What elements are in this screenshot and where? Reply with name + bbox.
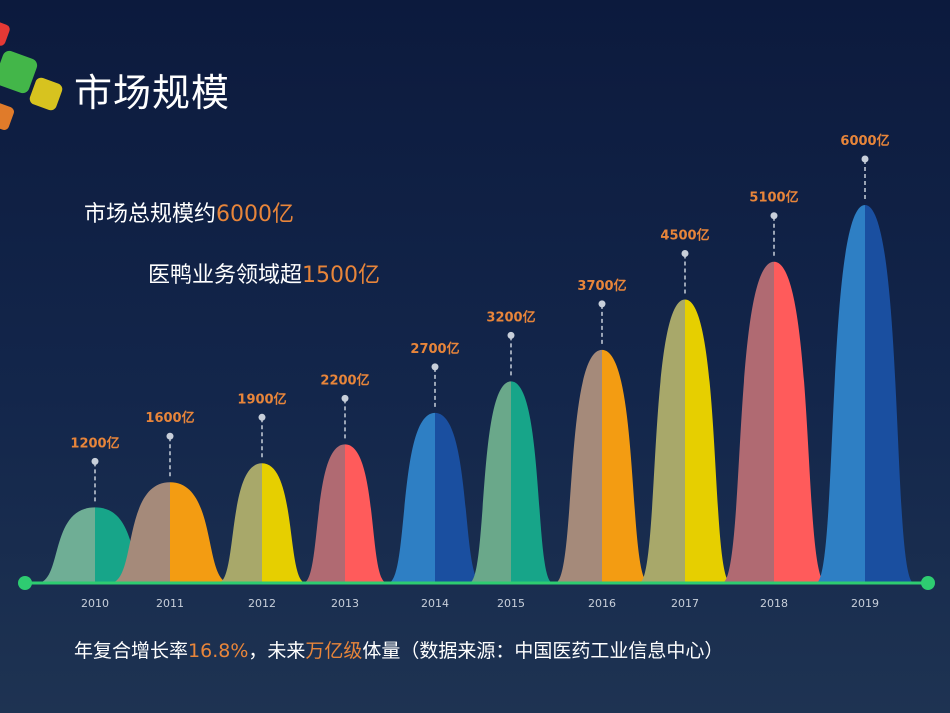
leader-pin: [770, 212, 778, 220]
value-label: 3700亿: [577, 278, 626, 294]
summary-total: 市场总规模约6000亿: [84, 196, 294, 228]
leader-pin: [91, 457, 99, 465]
year-label: 2017: [671, 597, 699, 610]
summary-segment-value: 1500亿: [302, 263, 381, 288]
leader-pin: [861, 155, 869, 163]
bell-left-half: [303, 444, 345, 583]
year-label: 2019: [851, 597, 879, 610]
footnote-part1: 年复合增长率: [74, 640, 189, 662]
year-label: 2016: [588, 597, 616, 610]
bell-2014: [388, 412, 482, 583]
value-label: 1900亿: [237, 391, 286, 407]
bell-2010: [37, 507, 153, 583]
year-label: 2011: [156, 597, 184, 610]
bell-left-half: [469, 381, 511, 583]
page-title: 市场规模: [74, 71, 231, 115]
leader-pin: [431, 363, 439, 371]
bell-2018: [722, 261, 826, 583]
bell-left-half: [218, 463, 262, 583]
value-label: 1200亿: [70, 435, 119, 451]
bell-right-half: [685, 299, 731, 583]
summary-total-value: 6000亿: [216, 202, 295, 227]
bell-right-half: [345, 444, 387, 583]
bell-2017: [639, 299, 731, 583]
baseline-start-dot: [18, 576, 32, 590]
year-label: 2014: [421, 597, 449, 610]
bell-2013: [303, 444, 387, 583]
bell-left-half: [722, 261, 774, 583]
leader-pin: [507, 331, 515, 339]
bell-2019: [816, 205, 914, 583]
bell-right-half: [262, 463, 306, 583]
leader-pin: [341, 394, 349, 402]
value-label: 2700亿: [410, 341, 459, 357]
footnote-part3: ，未来: [248, 640, 306, 662]
bell-2012: [218, 463, 306, 583]
value-label: 6000亿: [840, 133, 889, 149]
leader-pin: [598, 300, 606, 308]
bell-right-half: [865, 205, 914, 583]
summary-total-label: 市场总规模约: [84, 202, 217, 227]
leader-pin: [258, 413, 266, 421]
bell-2016: [555, 349, 649, 583]
summary-segment: 医鸭业务领域超1500亿: [148, 257, 380, 289]
bell-right-half: [170, 482, 230, 583]
bell-2015: [469, 381, 553, 583]
bell-right-half: [602, 349, 649, 583]
year-label: 2012: [248, 597, 276, 610]
footnote: 年复合增长率16.8%，未来万亿级体量（数据来源：中国医药工业信息中心）: [74, 636, 723, 663]
value-label: 3200亿: [486, 309, 535, 325]
year-label: 2018: [760, 597, 788, 610]
bell-left-half: [37, 507, 95, 583]
bell-left-half: [639, 299, 685, 583]
value-label: 2200亿: [320, 372, 369, 388]
bell-left-half: [110, 482, 170, 583]
summary-segment-label: 医鸭业务领域超: [148, 263, 303, 288]
baseline-end-dot: [921, 576, 935, 590]
bell-left-half: [555, 349, 602, 583]
logo-icon: [0, 20, 63, 130]
bell-right-half: [435, 412, 482, 583]
year-label: 2015: [497, 597, 525, 610]
bell-right-half: [511, 381, 553, 583]
bell-2011: [110, 482, 230, 583]
value-label: 5100亿: [749, 190, 798, 206]
bell-right-half: [774, 261, 826, 583]
future-scale: 万亿级: [305, 640, 363, 662]
bell-left-half: [816, 205, 865, 583]
value-label: 4500亿: [660, 228, 709, 244]
footnote-source: 体量（数据来源：中国医药工业信息中心）: [362, 640, 724, 662]
bell-right-half: [95, 507, 153, 583]
year-label: 2013: [331, 597, 359, 610]
leader-pin: [166, 432, 174, 440]
leader-pin: [681, 250, 689, 257]
bell-left-half: [388, 412, 435, 583]
year-label: 2010: [81, 597, 109, 610]
value-label: 1600亿: [145, 410, 194, 426]
growth-rate: 16.8%: [188, 640, 249, 662]
